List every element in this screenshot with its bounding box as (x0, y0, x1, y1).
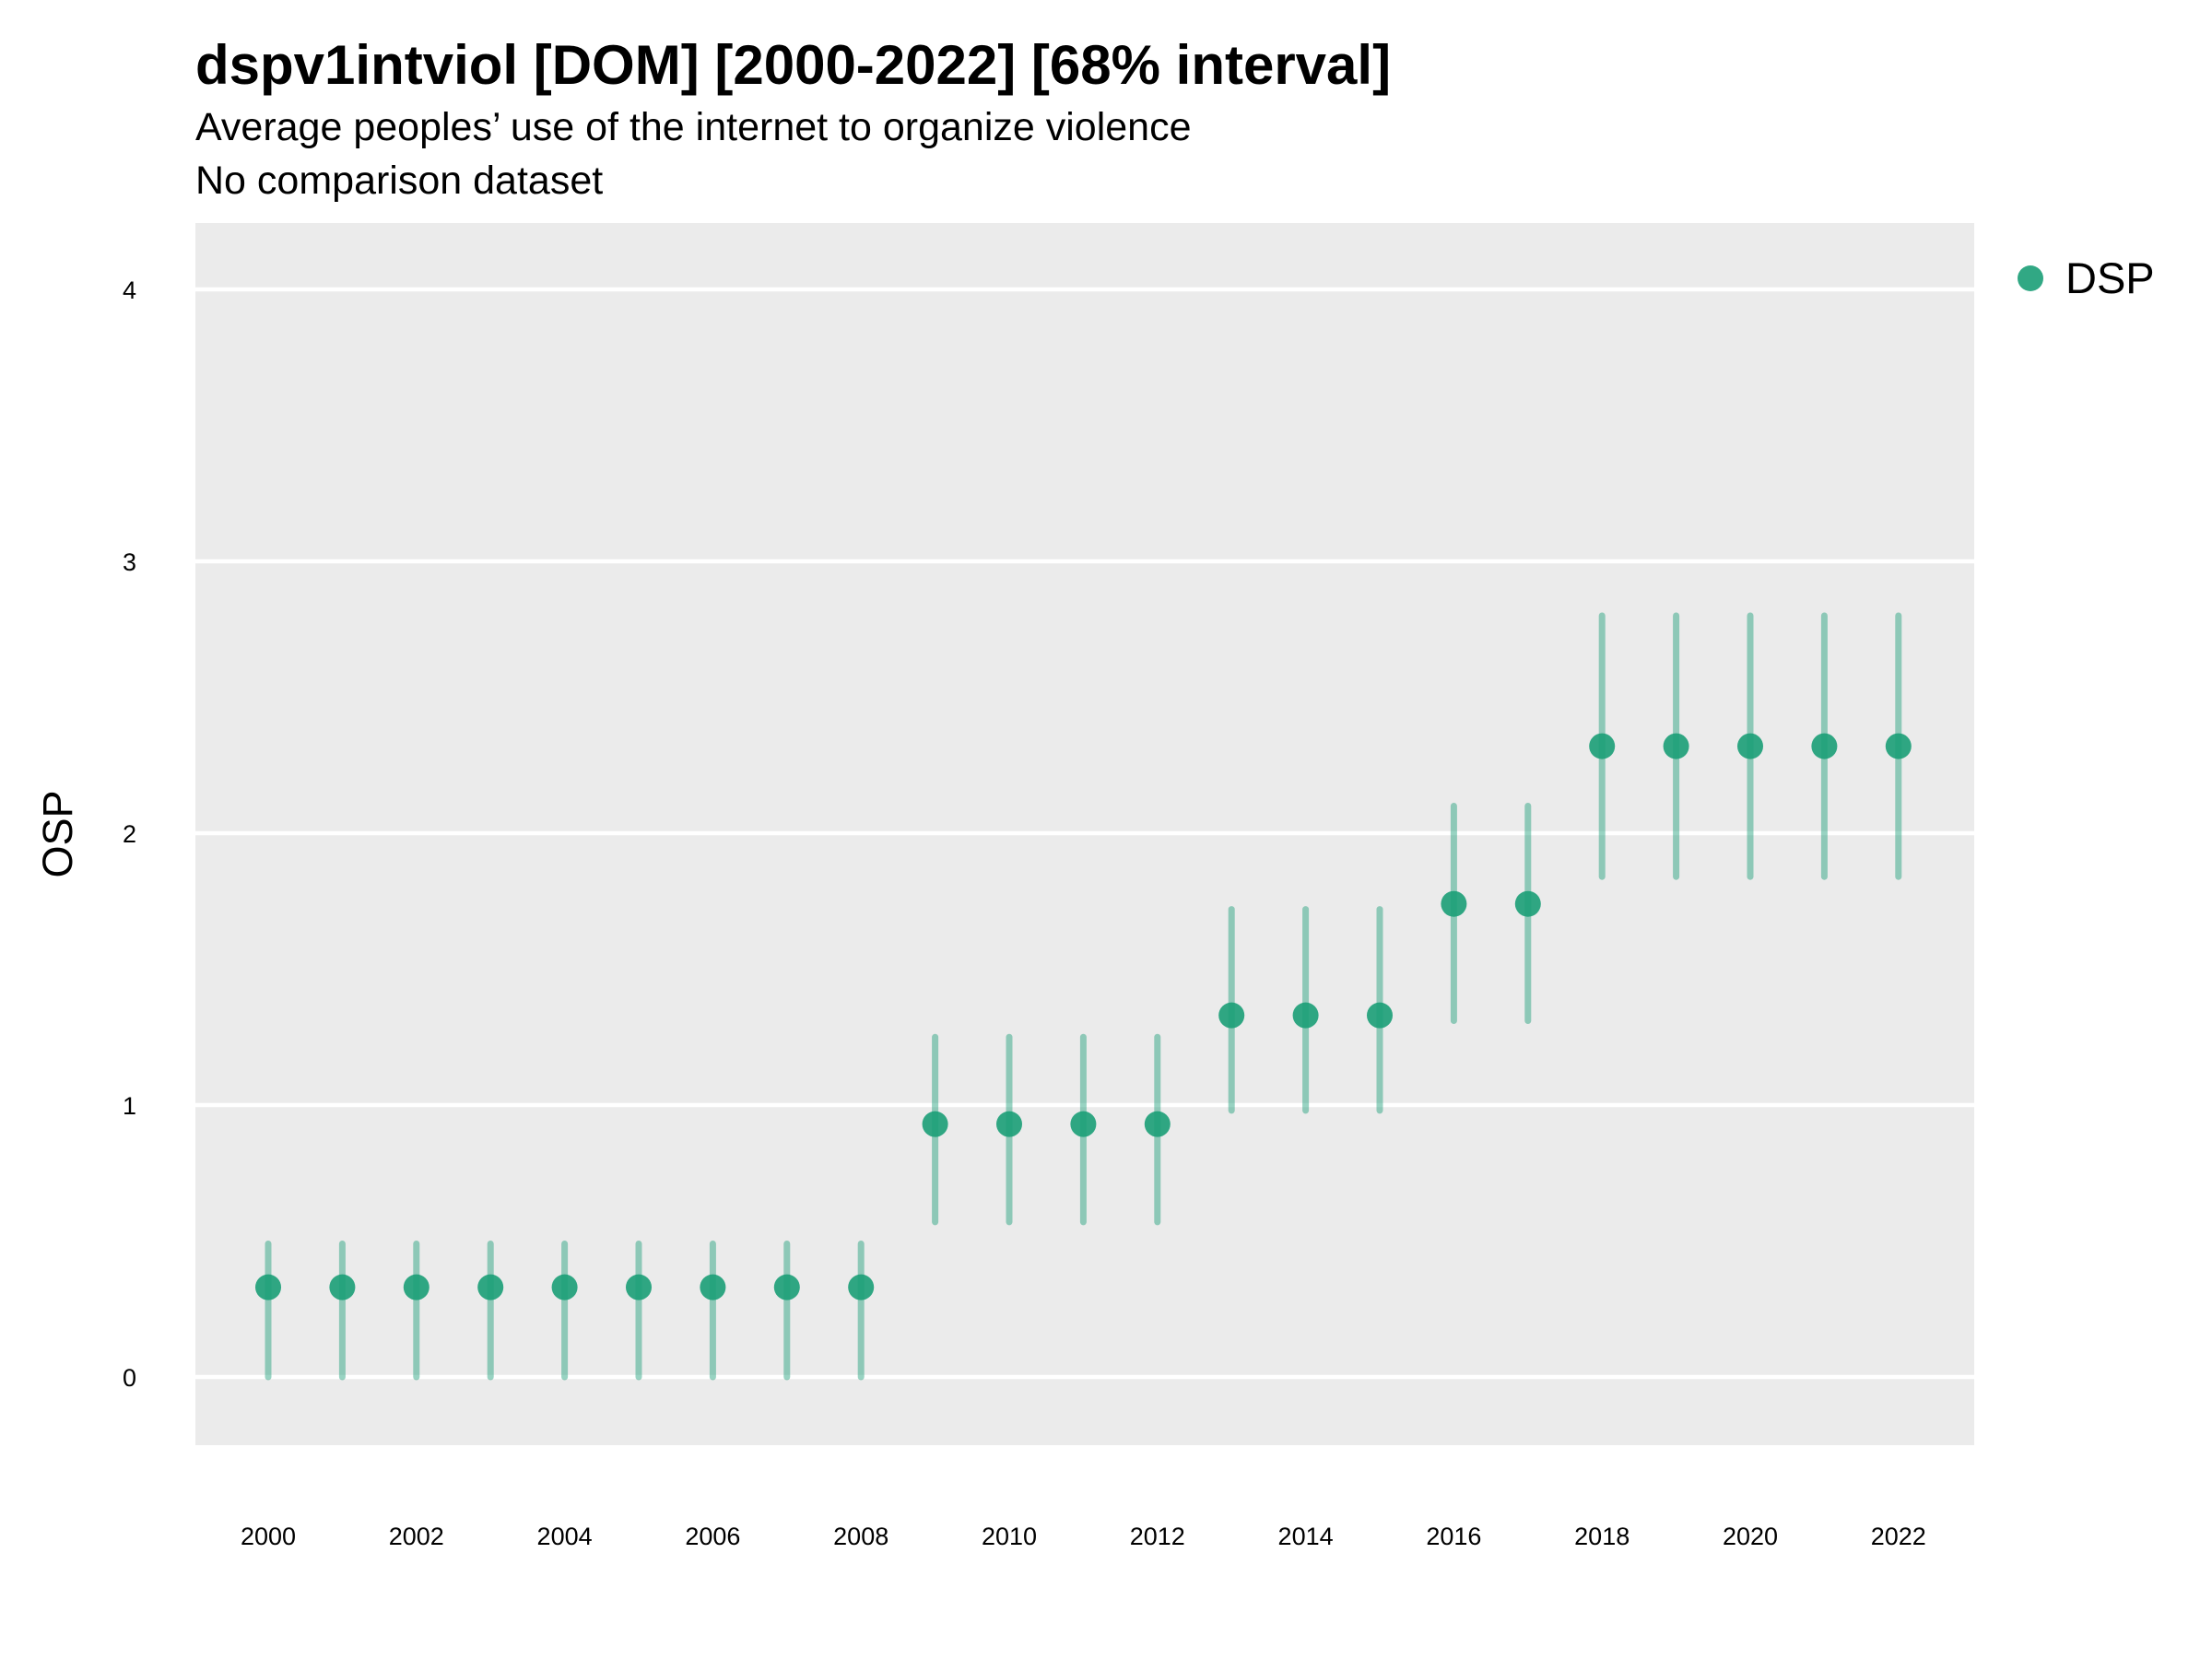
x-tick-label: 2002 (389, 1523, 444, 1550)
x-tick-label: 2004 (537, 1523, 593, 1550)
y-axis-label: OSP (34, 790, 81, 877)
legend-label-dsp: DSP (2065, 253, 2155, 302)
x-tick-label: 2022 (1871, 1523, 1926, 1550)
x-tick-label: 2006 (685, 1523, 740, 1550)
y-tick-label: 2 (123, 820, 136, 848)
y-tick-label: 4 (123, 276, 136, 304)
data-point (403, 1274, 429, 1300)
data-point (626, 1274, 652, 1300)
data-point (1292, 1002, 1319, 1029)
data-point (1441, 890, 1467, 917)
legend-key-dsp (2018, 265, 2043, 291)
data-point (1663, 733, 1689, 759)
data-point (773, 1274, 800, 1300)
data-point (477, 1274, 504, 1300)
data-point (1144, 1111, 1171, 1137)
x-tick-label: 2016 (1426, 1523, 1481, 1550)
data-point (922, 1111, 948, 1137)
chart-title: dspv1intviol [DOM] [2000-2022] [68% inte… (195, 34, 1392, 96)
data-point (1367, 1002, 1393, 1029)
data-point (551, 1274, 578, 1300)
y-tick-label: 3 (123, 548, 136, 576)
x-tick-label: 2010 (982, 1523, 1037, 1550)
data-point (1218, 1002, 1245, 1029)
x-tick-label: 2020 (1723, 1523, 1778, 1550)
x-tick-label: 2012 (1130, 1523, 1185, 1550)
data-point (1885, 733, 1912, 759)
chart-subtitle-comparison: No comparison dataset (195, 159, 604, 203)
data-point (255, 1274, 281, 1300)
data-point (1589, 733, 1616, 759)
data-point (996, 1111, 1022, 1137)
y-tick-label: 0 (123, 1364, 136, 1392)
data-point (700, 1274, 726, 1300)
x-tick-label: 2000 (241, 1523, 296, 1550)
x-tick-label: 2014 (1278, 1523, 1334, 1550)
x-tick-label: 2018 (1574, 1523, 1630, 1550)
y-tick-label: 1 (123, 1092, 136, 1120)
data-point (329, 1274, 356, 1300)
data-point (1514, 890, 1541, 917)
data-point (1737, 733, 1763, 759)
data-point (1811, 733, 1838, 759)
data-point (1070, 1111, 1097, 1137)
chart-subtitle: Average peoples’ use of the internet to … (195, 105, 1192, 149)
x-tick-label: 2008 (833, 1523, 888, 1550)
data-point (848, 1274, 875, 1300)
